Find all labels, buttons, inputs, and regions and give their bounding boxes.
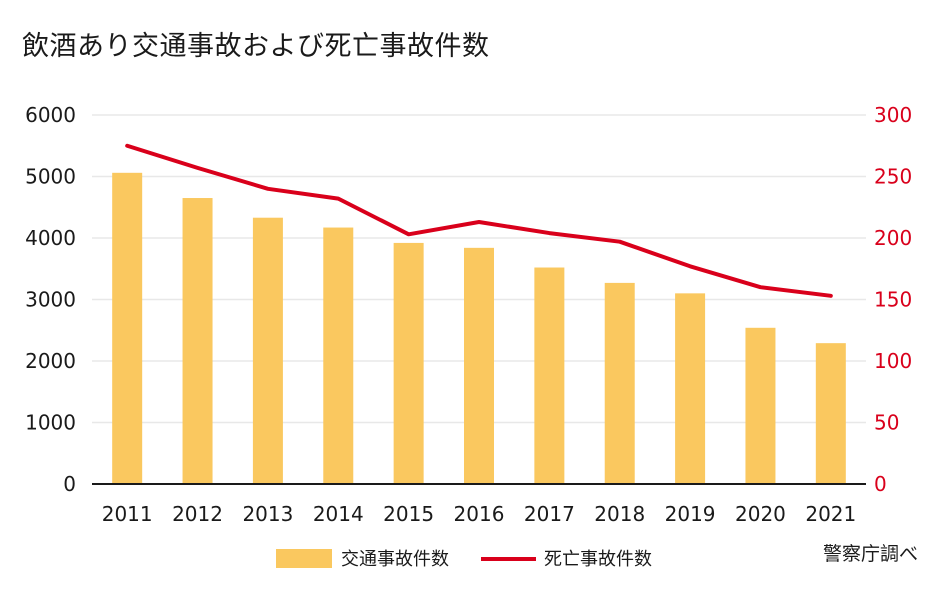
x-tick-label: 2012 xyxy=(172,502,223,526)
right-tick-label: 250 xyxy=(874,165,912,189)
left-tick-label: 6000 xyxy=(25,103,76,127)
x-tick-label: 2013 xyxy=(242,502,293,526)
legend: 交通事故件数 死亡事故件数 xyxy=(276,549,652,570)
left-tick-label: 1000 xyxy=(25,411,76,435)
bar-2020 xyxy=(745,327,776,484)
right-tick-label: 200 xyxy=(874,226,912,250)
bar-2017 xyxy=(534,267,565,484)
left-tick-label: 2000 xyxy=(25,349,76,373)
right-tick-label: 100 xyxy=(874,349,912,373)
x-tick-label: 2011 xyxy=(102,502,153,526)
bar-2016 xyxy=(464,247,494,484)
x-tick-label: 2016 xyxy=(454,502,505,526)
bar-2019 xyxy=(675,293,706,484)
bar-2018 xyxy=(604,282,635,484)
right-tick-label: 50 xyxy=(874,411,899,435)
bar-series xyxy=(112,172,846,485)
left-tick-label: 3000 xyxy=(25,288,76,312)
left-tick-label: 4000 xyxy=(25,226,76,250)
left-tick-label: 0 xyxy=(63,472,76,496)
x-tick-label: 2019 xyxy=(665,502,716,526)
right-tick-label: 150 xyxy=(874,288,912,312)
bar-2013 xyxy=(252,217,283,484)
x-tick-label: 2018 xyxy=(594,502,645,526)
source-label: 警察庁調べ xyxy=(823,543,918,565)
bar-2015 xyxy=(393,242,424,484)
legend-line-label: 死亡事故件数 xyxy=(544,549,652,570)
right-axis-ticks: 0 50 100 150 200 250 300 xyxy=(874,103,912,496)
left-tick-label: 5000 xyxy=(25,165,76,189)
bar-2021 xyxy=(815,343,846,484)
x-tick-label: 2015 xyxy=(383,502,434,526)
legend-bar-label: 交通事故件数 xyxy=(341,549,449,570)
bar-2012 xyxy=(182,198,213,484)
x-axis-ticks: 2011 2012 2013 2014 2015 2016 2017 2018 2019 2020… xyxy=(102,502,857,526)
x-tick-label: 2014 xyxy=(313,502,364,526)
x-tick-label: 2021 xyxy=(805,502,856,526)
right-tick-label: 0 xyxy=(874,472,887,496)
x-tick-label: 2017 xyxy=(524,502,575,526)
legend-bar-swatch xyxy=(276,549,332,568)
chart-title: 飲酒あり交通事故および死亡事故件数 xyxy=(22,31,490,62)
bar-2014 xyxy=(323,227,354,485)
right-tick-label: 300 xyxy=(874,103,912,127)
x-tick-label: 2020 xyxy=(735,502,786,526)
line-series xyxy=(125,143,833,298)
left-axis-ticks: 0 1000 2000 3000 4000 5000 6000 xyxy=(25,103,76,496)
bar-2011 xyxy=(112,172,143,484)
